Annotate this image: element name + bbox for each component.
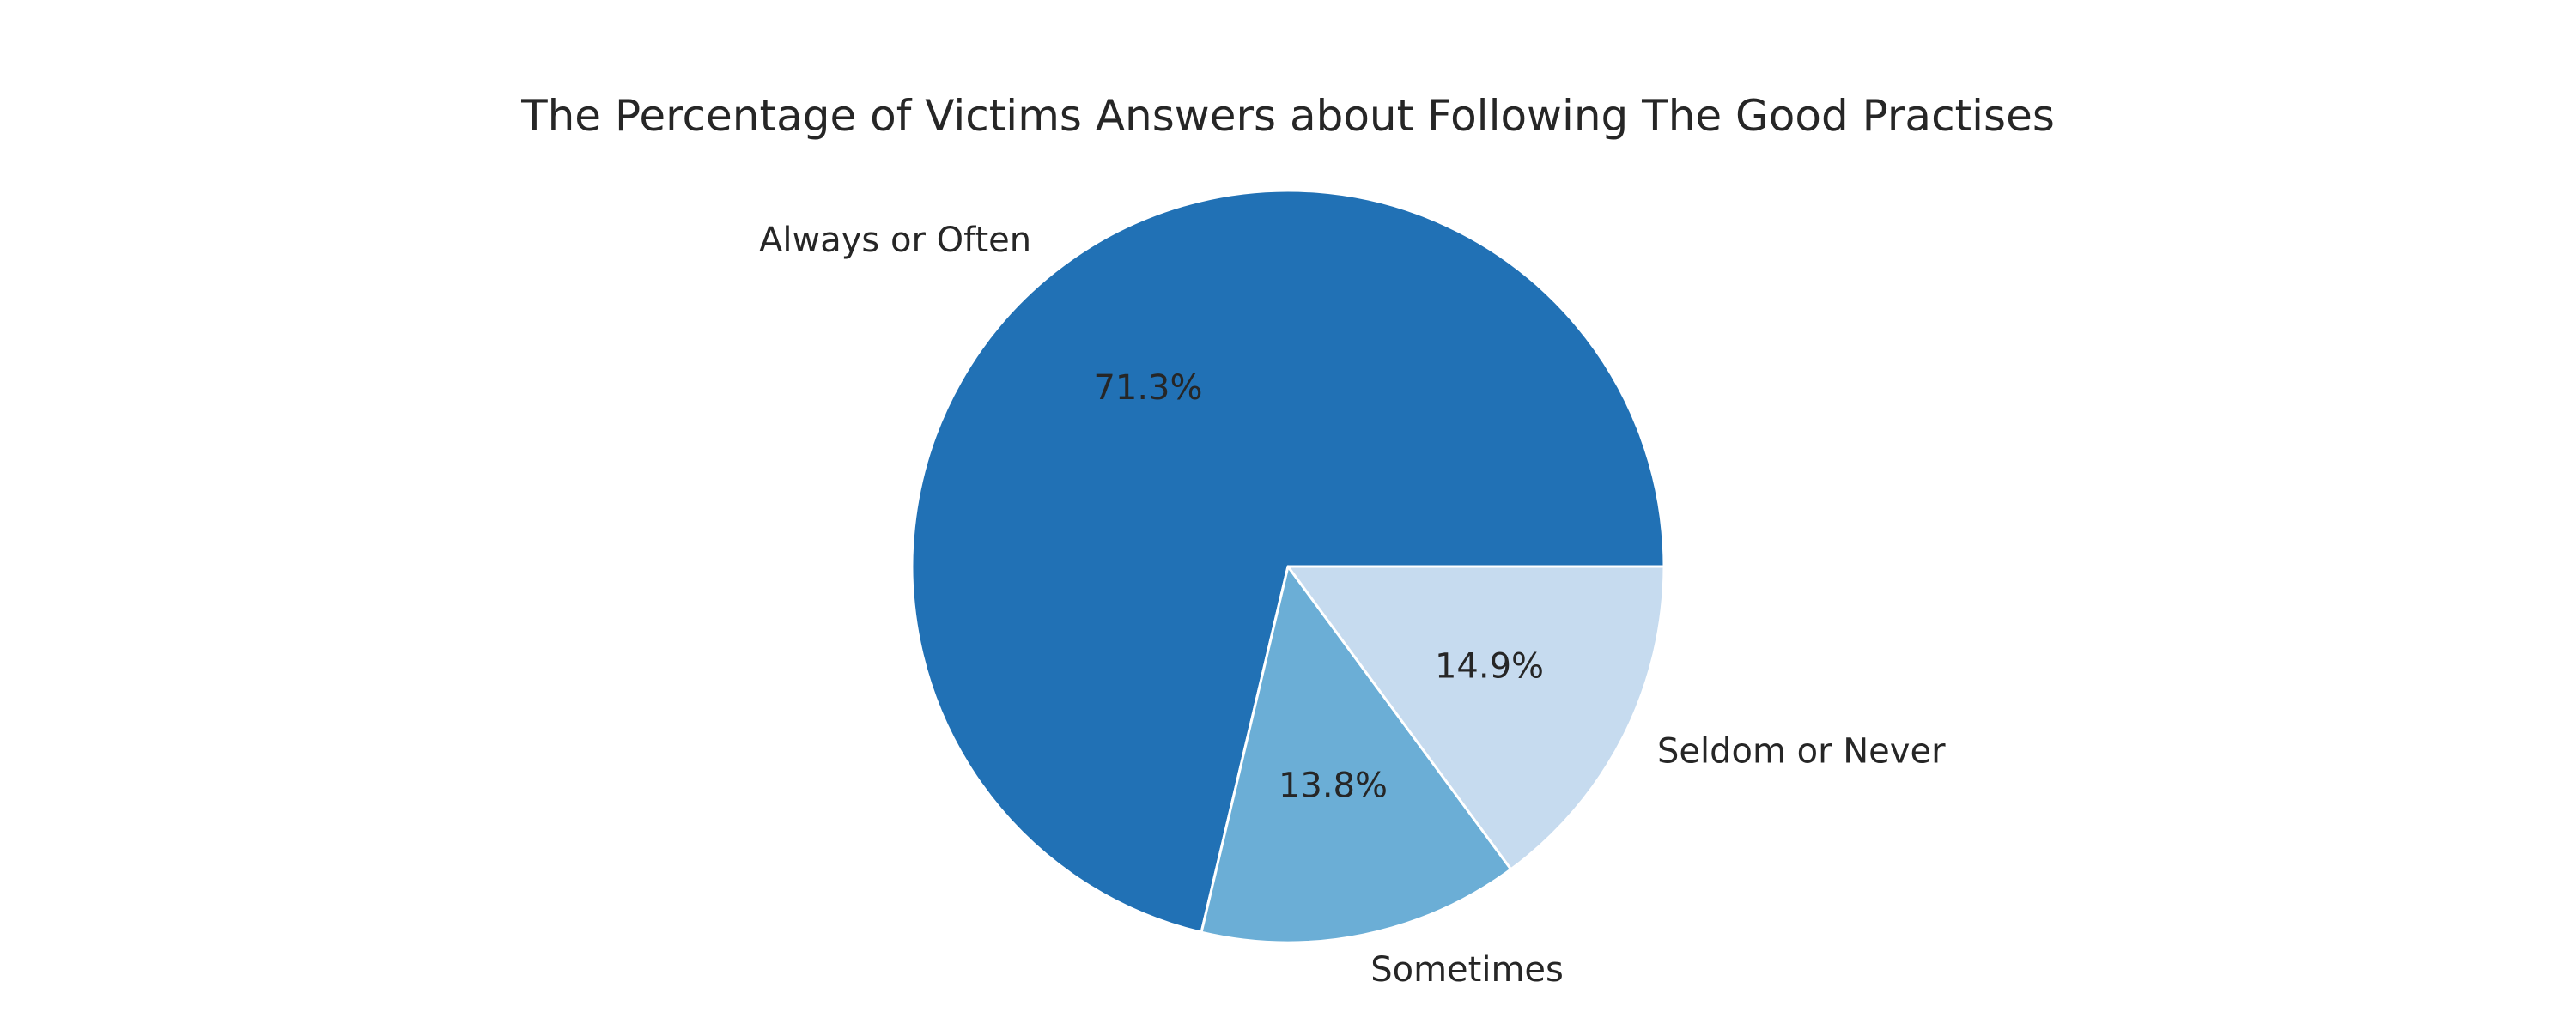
slice-percent-sometimes: 13.8% — [1279, 766, 1388, 806]
pie-slice-seldom-or-never — [1286, 565, 1666, 871]
pie-slice-always-or-often — [910, 189, 1666, 934]
pie-slice-sometimes — [1200, 565, 1513, 944]
slice-label-seldom-or-never: Seldom or Never — [1657, 731, 1946, 771]
slice-percent-seldom-or-never: 14.9% — [1435, 647, 1544, 687]
slice-label-sometimes: Sometimes — [1370, 950, 1564, 990]
slice-label-always-or-often: Always or Often — [759, 221, 1031, 260]
pie-slices — [910, 189, 1666, 944]
pie-labels: Always or Often 71.3% Sometimes 13.8% Seldom… — [759, 221, 1946, 990]
slice-percent-always-or-often: 71.3% — [1093, 368, 1202, 408]
chart-title: The Percentage of Victims Answers about … — [520, 91, 2055, 141]
